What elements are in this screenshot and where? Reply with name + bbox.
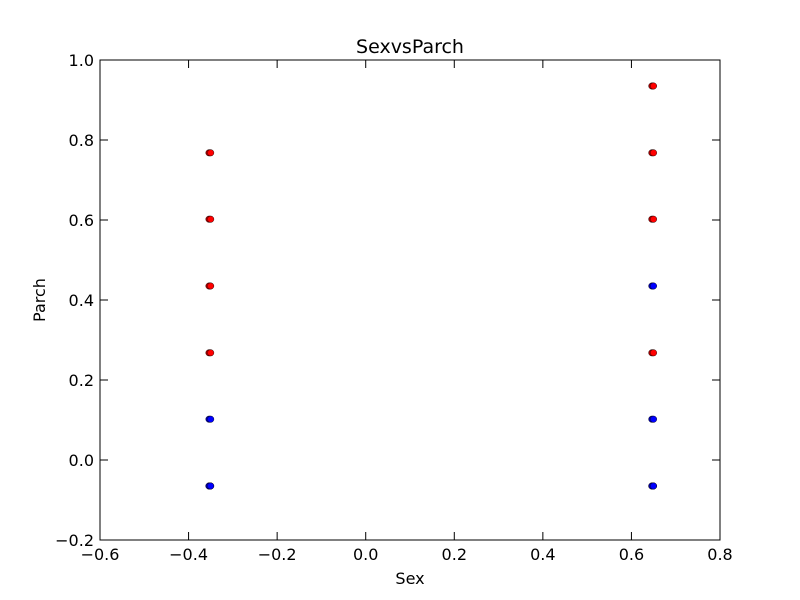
data-point [650, 149, 657, 157]
x-axis: −0.6 −0.4 −0.2 0.0 0.2 0.4 0.6 0.8 [81, 60, 733, 564]
chart-title: SexvsParch [356, 36, 464, 58]
y-tick-label: 0.6 [69, 211, 94, 230]
y-tick-label: 1.0 [69, 51, 94, 70]
x-tick-label: 0.8 [707, 545, 732, 564]
y-tick-label: 0.4 [69, 291, 94, 310]
y-tick-label: 0.2 [69, 371, 94, 390]
data-point [650, 415, 657, 423]
y-axis: −0.2 0.0 0.2 0.4 0.6 0.8 1.0 [55, 51, 720, 550]
data-point [207, 482, 215, 490]
y-tick-label: −0.2 [55, 531, 94, 550]
y-axis-label: Parch [30, 278, 49, 322]
y-tick-label: 0.8 [69, 131, 94, 150]
data-point [650, 82, 657, 90]
data-point [207, 282, 215, 290]
data-point [207, 215, 215, 223]
data-point [650, 482, 657, 490]
x-tick-label: −0.6 [81, 545, 120, 564]
x-tick-label: 0.0 [353, 545, 378, 564]
data-point [207, 349, 215, 357]
y-tick-label: 0.0 [69, 451, 94, 470]
plot-area [99, 59, 721, 541]
data-point [650, 349, 657, 357]
x-tick-label: 0.6 [619, 545, 644, 564]
points-layer [205, 82, 657, 490]
x-tick-label: 0.2 [442, 545, 467, 564]
x-tick-label: −0.2 [258, 545, 297, 564]
x-axis-label: Sex [395, 569, 424, 588]
data-point [650, 215, 657, 223]
data-point [650, 282, 657, 290]
data-point [207, 149, 215, 157]
x-tick-label: −0.4 [169, 545, 208, 564]
data-point [207, 415, 215, 423]
x-tick-label: 0.4 [530, 545, 555, 564]
